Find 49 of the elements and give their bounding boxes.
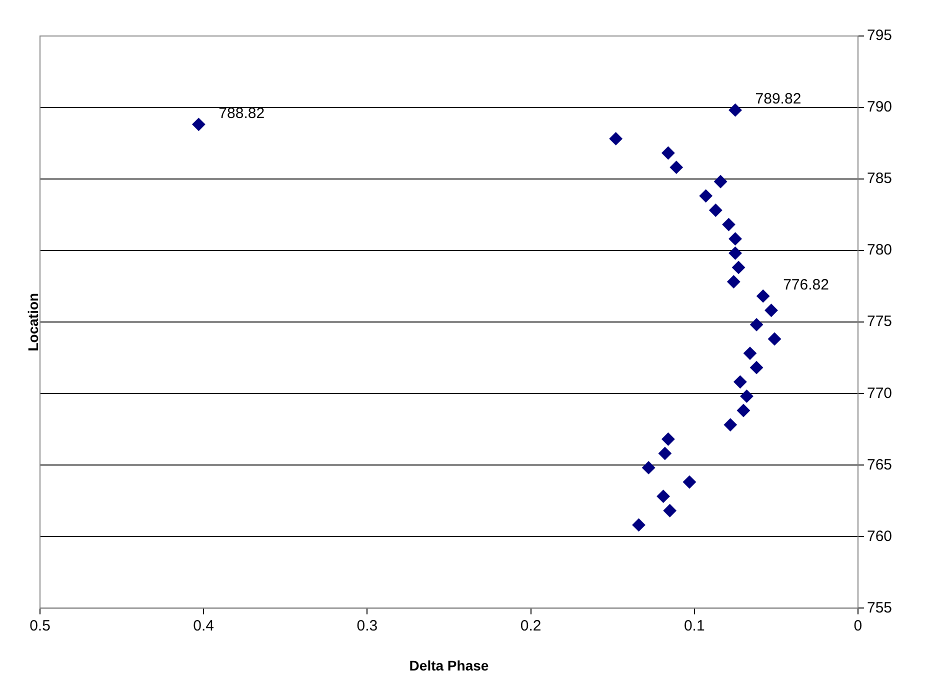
- annotation: 776.82: [783, 276, 829, 294]
- point: [662, 146, 675, 160]
- point: [699, 189, 712, 202]
- point: [756, 290, 770, 303]
- point: [656, 490, 670, 503]
- x-tick-label: 0.2: [520, 617, 542, 634]
- y-tick-label: 765: [866, 456, 892, 474]
- y-tick-label: 785: [866, 170, 892, 188]
- point: [682, 476, 696, 489]
- point: [750, 318, 764, 332]
- y-tick-label: 790: [866, 98, 892, 116]
- x-axis-title: Delta Phase: [409, 657, 489, 674]
- point: [768, 332, 782, 346]
- point: [632, 518, 646, 532]
- y-tick-label: 755: [866, 599, 892, 616]
- y-tick-label: 780: [866, 242, 892, 259]
- point: [764, 304, 778, 317]
- point: [728, 246, 742, 260]
- y-tick-label: 775: [866, 313, 892, 330]
- point: [663, 504, 676, 518]
- point: [192, 118, 206, 131]
- x-tick-label: 0.1: [684, 617, 705, 634]
- point: [750, 361, 764, 374]
- point: [732, 260, 746, 274]
- point: [728, 104, 742, 117]
- annotation: 789.82: [755, 90, 802, 108]
- point: [662, 432, 675, 446]
- x-tick-label: 0.5: [30, 617, 50, 634]
- point: [714, 175, 728, 188]
- point: [734, 375, 747, 388]
- x-tick-label: 0.3: [356, 617, 378, 634]
- point: [727, 275, 740, 288]
- y-tick-label: 770: [866, 384, 892, 402]
- point: [658, 446, 672, 460]
- x-tick-label: 0: [854, 617, 862, 634]
- point: [728, 232, 742, 246]
- point: [722, 218, 736, 232]
- y-tick-label: 760: [866, 528, 892, 545]
- y-axis-title: Location: [24, 292, 41, 352]
- point: [740, 390, 754, 403]
- point: [609, 132, 622, 146]
- point: [670, 160, 683, 174]
- point: [642, 461, 656, 474]
- point: [744, 346, 756, 360]
- point: [724, 418, 737, 432]
- y-tick-label: 795: [866, 27, 892, 44]
- point: [709, 204, 722, 217]
- x-tick-label: 0.4: [193, 617, 214, 634]
- point: [736, 404, 750, 418]
